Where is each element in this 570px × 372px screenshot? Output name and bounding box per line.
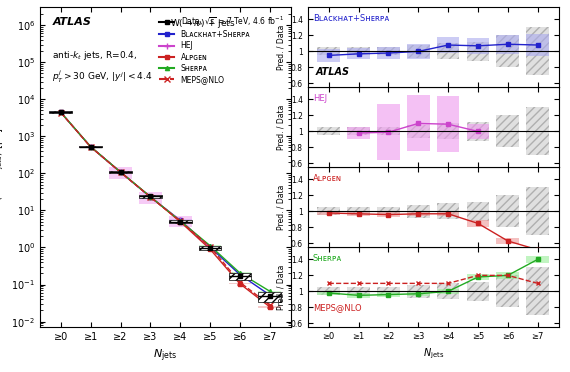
Bar — [467, 282, 489, 301]
Bar — [496, 35, 519, 67]
Bar — [467, 42, 489, 61]
Bar — [407, 205, 430, 218]
Bar — [377, 287, 400, 295]
Bar — [377, 127, 400, 135]
Text: HEJ: HEJ — [313, 94, 327, 103]
Bar — [50, 111, 72, 113]
Bar — [347, 208, 370, 215]
Bar — [437, 44, 459, 60]
Bar — [377, 287, 400, 295]
Bar — [347, 127, 370, 135]
Bar — [407, 125, 430, 138]
Y-axis label: Pred. / Data: Pred. / Data — [276, 185, 285, 230]
Bar — [437, 203, 459, 219]
Bar — [496, 35, 519, 67]
Bar — [526, 267, 549, 315]
Bar — [526, 187, 549, 235]
Bar — [317, 47, 340, 55]
Y-axis label: Pred. / Data: Pred. / Data — [276, 265, 285, 310]
Bar — [347, 287, 370, 295]
Text: Aʟᴘɢᴇɴ: Aʟᴘɢᴇɴ — [313, 174, 342, 183]
Text: ATLAS: ATLAS — [315, 67, 349, 77]
Bar — [437, 203, 459, 219]
Bar — [347, 47, 370, 55]
Bar — [199, 247, 221, 250]
Bar — [317, 287, 340, 295]
Bar — [467, 42, 489, 61]
Text: Bʟᴀᴄᴋʜᴀᴛ+Sʜᴇʀᴘᴀ: Bʟᴀᴄᴋʜᴀᴛ+Sʜᴇʀᴘᴀ — [313, 14, 389, 23]
Bar — [437, 44, 459, 60]
Bar — [377, 208, 400, 215]
Bar — [407, 45, 430, 58]
Text: anti-$k_t$ jets, R=0.4,: anti-$k_t$ jets, R=0.4, — [52, 49, 138, 62]
Bar — [407, 285, 430, 298]
Bar — [139, 195, 162, 198]
Bar — [496, 195, 519, 227]
Bar — [169, 220, 192, 223]
Bar — [526, 187, 549, 235]
Bar — [407, 285, 430, 298]
Y-axis label: Pred. / Data: Pred. / Data — [276, 25, 285, 70]
Bar — [377, 127, 400, 135]
Y-axis label: $\sigma(W+N_\mathrm{jets})$ [pb]: $\sigma(W+N_\mathrm{jets})$ [pb] — [0, 128, 6, 207]
Bar — [467, 202, 489, 221]
Bar — [317, 127, 340, 135]
Text: ATLAS: ATLAS — [52, 17, 91, 27]
Bar — [526, 28, 549, 76]
Bar — [496, 195, 519, 227]
Bar — [377, 208, 400, 215]
Bar — [496, 275, 519, 307]
Text: W($\rightarrow l\nu$) + jets: W($\rightarrow l\nu$) + jets — [170, 17, 236, 30]
Bar — [437, 283, 459, 299]
Bar — [467, 282, 489, 301]
Bar — [437, 124, 459, 140]
Bar — [317, 208, 340, 215]
X-axis label: $N_\mathrm{jets}$: $N_\mathrm{jets}$ — [422, 347, 444, 361]
Bar — [437, 124, 459, 140]
Bar — [347, 208, 370, 215]
Bar — [317, 47, 340, 55]
Text: Sʜᴇʀᴘᴀ: Sʜᴇʀᴘᴀ — [313, 254, 342, 263]
Bar — [496, 115, 519, 147]
Bar — [526, 267, 549, 315]
Bar — [467, 202, 489, 221]
X-axis label: $N_\mathrm{jets}$: $N_\mathrm{jets}$ — [153, 348, 177, 364]
Bar — [109, 171, 132, 173]
Bar — [347, 287, 370, 295]
Bar — [526, 108, 549, 155]
Bar — [407, 205, 430, 218]
Y-axis label: Pred. / Data: Pred. / Data — [276, 105, 285, 150]
Bar — [496, 275, 519, 307]
Bar — [317, 127, 340, 135]
Bar — [317, 208, 340, 215]
Bar — [258, 292, 281, 302]
Bar — [407, 125, 430, 138]
Bar — [347, 127, 370, 135]
Bar — [467, 122, 489, 141]
Bar — [377, 47, 400, 55]
Bar — [229, 273, 251, 280]
Bar — [526, 108, 549, 155]
Bar — [317, 287, 340, 295]
Bar — [407, 45, 430, 58]
Legend: Data, $\sqrt{s}$ = 7 TeV, 4.6 fb$^{-1}$, Bʟᴀᴄᴋʜᴀᴛ+Sʜᴇʀᴘᴀ, HEJ, Aʟᴘɢᴇɴ, Sʜᴇʀᴘᴀ, M: Data, $\sqrt{s}$ = 7 TeV, 4.6 fb$^{-1}$,… — [156, 11, 287, 87]
Bar — [377, 47, 400, 55]
Text: MEPS@NLO: MEPS@NLO — [313, 304, 361, 312]
Bar — [496, 115, 519, 147]
Bar — [437, 283, 459, 299]
Bar — [79, 146, 102, 147]
Text: $p_T^j > 30$ GeV, $|y^j| < 4.4$: $p_T^j > 30$ GeV, $|y^j| < 4.4$ — [52, 68, 153, 84]
Bar — [347, 47, 370, 55]
Bar — [467, 122, 489, 141]
Bar — [526, 28, 549, 76]
